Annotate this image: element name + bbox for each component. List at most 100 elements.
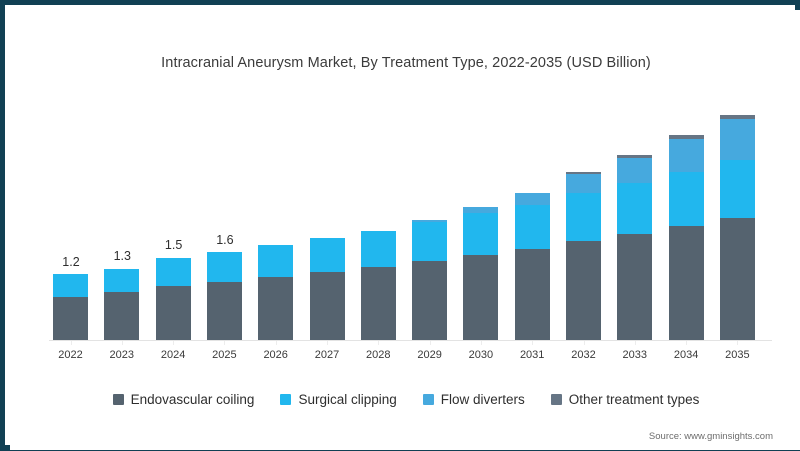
bar-2029[interactable] [412, 219, 448, 340]
bar-segment-2030-s1 [463, 213, 499, 255]
bar-value-label-2025: 1.6 [216, 232, 234, 247]
x-axis-label-2022: 2022 [58, 349, 83, 361]
plot-area: 1.2 2022 1.3 2023 1.5 2024 1.6 2025 2026 2027 2028… [11, 11, 800, 451]
bar-segment-2030-s0 [463, 254, 499, 340]
bar-segment-2035-s0 [719, 217, 755, 340]
bar-segment-2028-s1 [360, 230, 396, 267]
bar-segment-2024-s1 [155, 257, 191, 287]
legend-item-0[interactable]: Endovascular coiling [112, 392, 255, 407]
x-axis-label-2028: 2028 [366, 349, 391, 361]
bar-segment-2026-s0 [258, 277, 294, 340]
bar-2023[interactable] [104, 268, 140, 340]
x-tick-2035 [737, 341, 739, 345]
bar-segment-2034-s0 [668, 226, 704, 340]
bar-segment-2035-s2 [719, 118, 755, 160]
bar-2027[interactable] [309, 237, 345, 340]
x-axis-label-2027: 2027 [314, 349, 340, 361]
bar-segment-2025-s0 [206, 281, 242, 340]
bar-value-label-2023: 1.3 [113, 249, 131, 264]
x-tick-2025 [224, 341, 226, 345]
bar-segment-2032-s0 [566, 240, 601, 340]
x-axis-label-2029: 2029 [417, 349, 442, 361]
legend-label-0: Endovascular coiling [130, 392, 255, 407]
bar-segment-2032-s2 [566, 173, 601, 194]
bar-segment-2022-s0 [53, 297, 88, 340]
legend-item-2[interactable]: Flow diverters [422, 392, 525, 407]
x-tick-2033 [634, 341, 636, 345]
bar-segment-2025-s1 [206, 251, 242, 282]
bar-segment-2033-s2 [617, 157, 653, 184]
x-axis-label-2035: 2035 [725, 349, 750, 361]
legend-item-3[interactable]: Other treatment types [550, 392, 700, 407]
x-axis-label-2024: 2024 [160, 349, 186, 361]
x-tick-2030 [480, 341, 482, 345]
bar-2032[interactable] [566, 171, 601, 340]
x-axis-label-2023: 2023 [109, 349, 135, 361]
x-axis-label-2025: 2025 [212, 349, 237, 361]
bar-value-label-2024: 1.5 [164, 238, 183, 253]
bar-segment-2034-s1 [668, 171, 704, 227]
x-tick-2024 [173, 341, 175, 345]
x-tick-2029 [429, 341, 431, 345]
page-title: Intracranial Aneurysm Market, By Treatme… [161, 55, 651, 71]
x-tick-2031 [532, 341, 534, 345]
bar-2035[interactable] [719, 115, 755, 340]
x-axis-label-2030: 2030 [468, 349, 494, 361]
bar-value-label-2022: 1.2 [62, 254, 80, 269]
x-tick-2027 [327, 341, 328, 345]
bar-2031[interactable] [514, 192, 550, 340]
x-tick-2022 [70, 341, 72, 345]
legend-label-3: Other treatment types [568, 392, 700, 407]
x-tick-2028 [378, 341, 380, 345]
bar-segment-2035-s3 [719, 115, 755, 119]
bar-2028[interactable] [360, 230, 396, 340]
bar-segment-2035-s1 [719, 159, 755, 218]
x-axis-label-2031: 2031 [519, 349, 545, 361]
bar-segment-2032-s3 [566, 171, 601, 174]
bar-segment-2027-s1 [309, 237, 345, 272]
bar-segment-2033-s0 [617, 233, 653, 340]
x-axis-label-2034: 2034 [673, 349, 699, 361]
bar-segment-2033-s1 [617, 183, 653, 234]
legend-swatch-icon-3 [550, 394, 562, 405]
bar-2025[interactable] [206, 251, 242, 340]
bar-segment-2034-s2 [668, 138, 704, 172]
bar-segment-2029-s0 [412, 260, 448, 340]
bar-segment-2031-s0 [514, 248, 550, 340]
x-axis-label-2033: 2033 [622, 349, 648, 361]
legend-item-1[interactable]: Surgical clipping [280, 392, 397, 407]
bar-2034[interactable] [668, 135, 704, 340]
bar-segment-2022-s1 [53, 274, 88, 298]
bar-segment-2027-s0 [309, 271, 345, 340]
bar-segment-2028-s0 [360, 266, 396, 340]
legend-swatch-icon-0 [112, 394, 124, 405]
legend-label-2: Flow diverters [440, 392, 525, 407]
x-axis-label-2032: 2032 [571, 349, 596, 361]
x-tick-2032 [583, 341, 585, 345]
bar-2022[interactable] [53, 274, 88, 340]
chart-canvas: Intracranial Aneurysm Market, By Treatme… [10, 10, 800, 450]
x-axis-line [49, 340, 772, 341]
bar-2033[interactable] [617, 155, 653, 340]
bar-segment-2031-s2 [514, 192, 550, 205]
bar-2024[interactable] [155, 257, 191, 340]
x-tick-2034 [686, 341, 688, 345]
legend-label-1: Surgical clipping [298, 392, 397, 407]
bar-segment-2031-s1 [514, 204, 550, 249]
x-tick-2026 [275, 341, 277, 345]
x-axis-label-2026: 2026 [263, 349, 288, 361]
bar-segment-2023-s1 [104, 268, 140, 292]
bar-2026[interactable] [258, 245, 294, 340]
bar-segment-2032-s1 [566, 193, 601, 241]
bar-segment-2029-s2 [412, 219, 448, 223]
bar-segment-2026-s1 [258, 245, 294, 278]
bar-2030[interactable] [463, 206, 499, 340]
bar-segment-2029-s1 [412, 222, 448, 261]
x-tick-2023 [121, 341, 123, 345]
bar-segment-2030-s2 [463, 206, 499, 214]
legend-swatch-icon-1 [280, 394, 292, 405]
source-attribution: Source: www.gminsights.com [648, 431, 773, 442]
chart-legend: Endovascular coiling Surgical clipping Flo… [11, 392, 800, 407]
legend-swatch-icon-2 [422, 394, 434, 405]
